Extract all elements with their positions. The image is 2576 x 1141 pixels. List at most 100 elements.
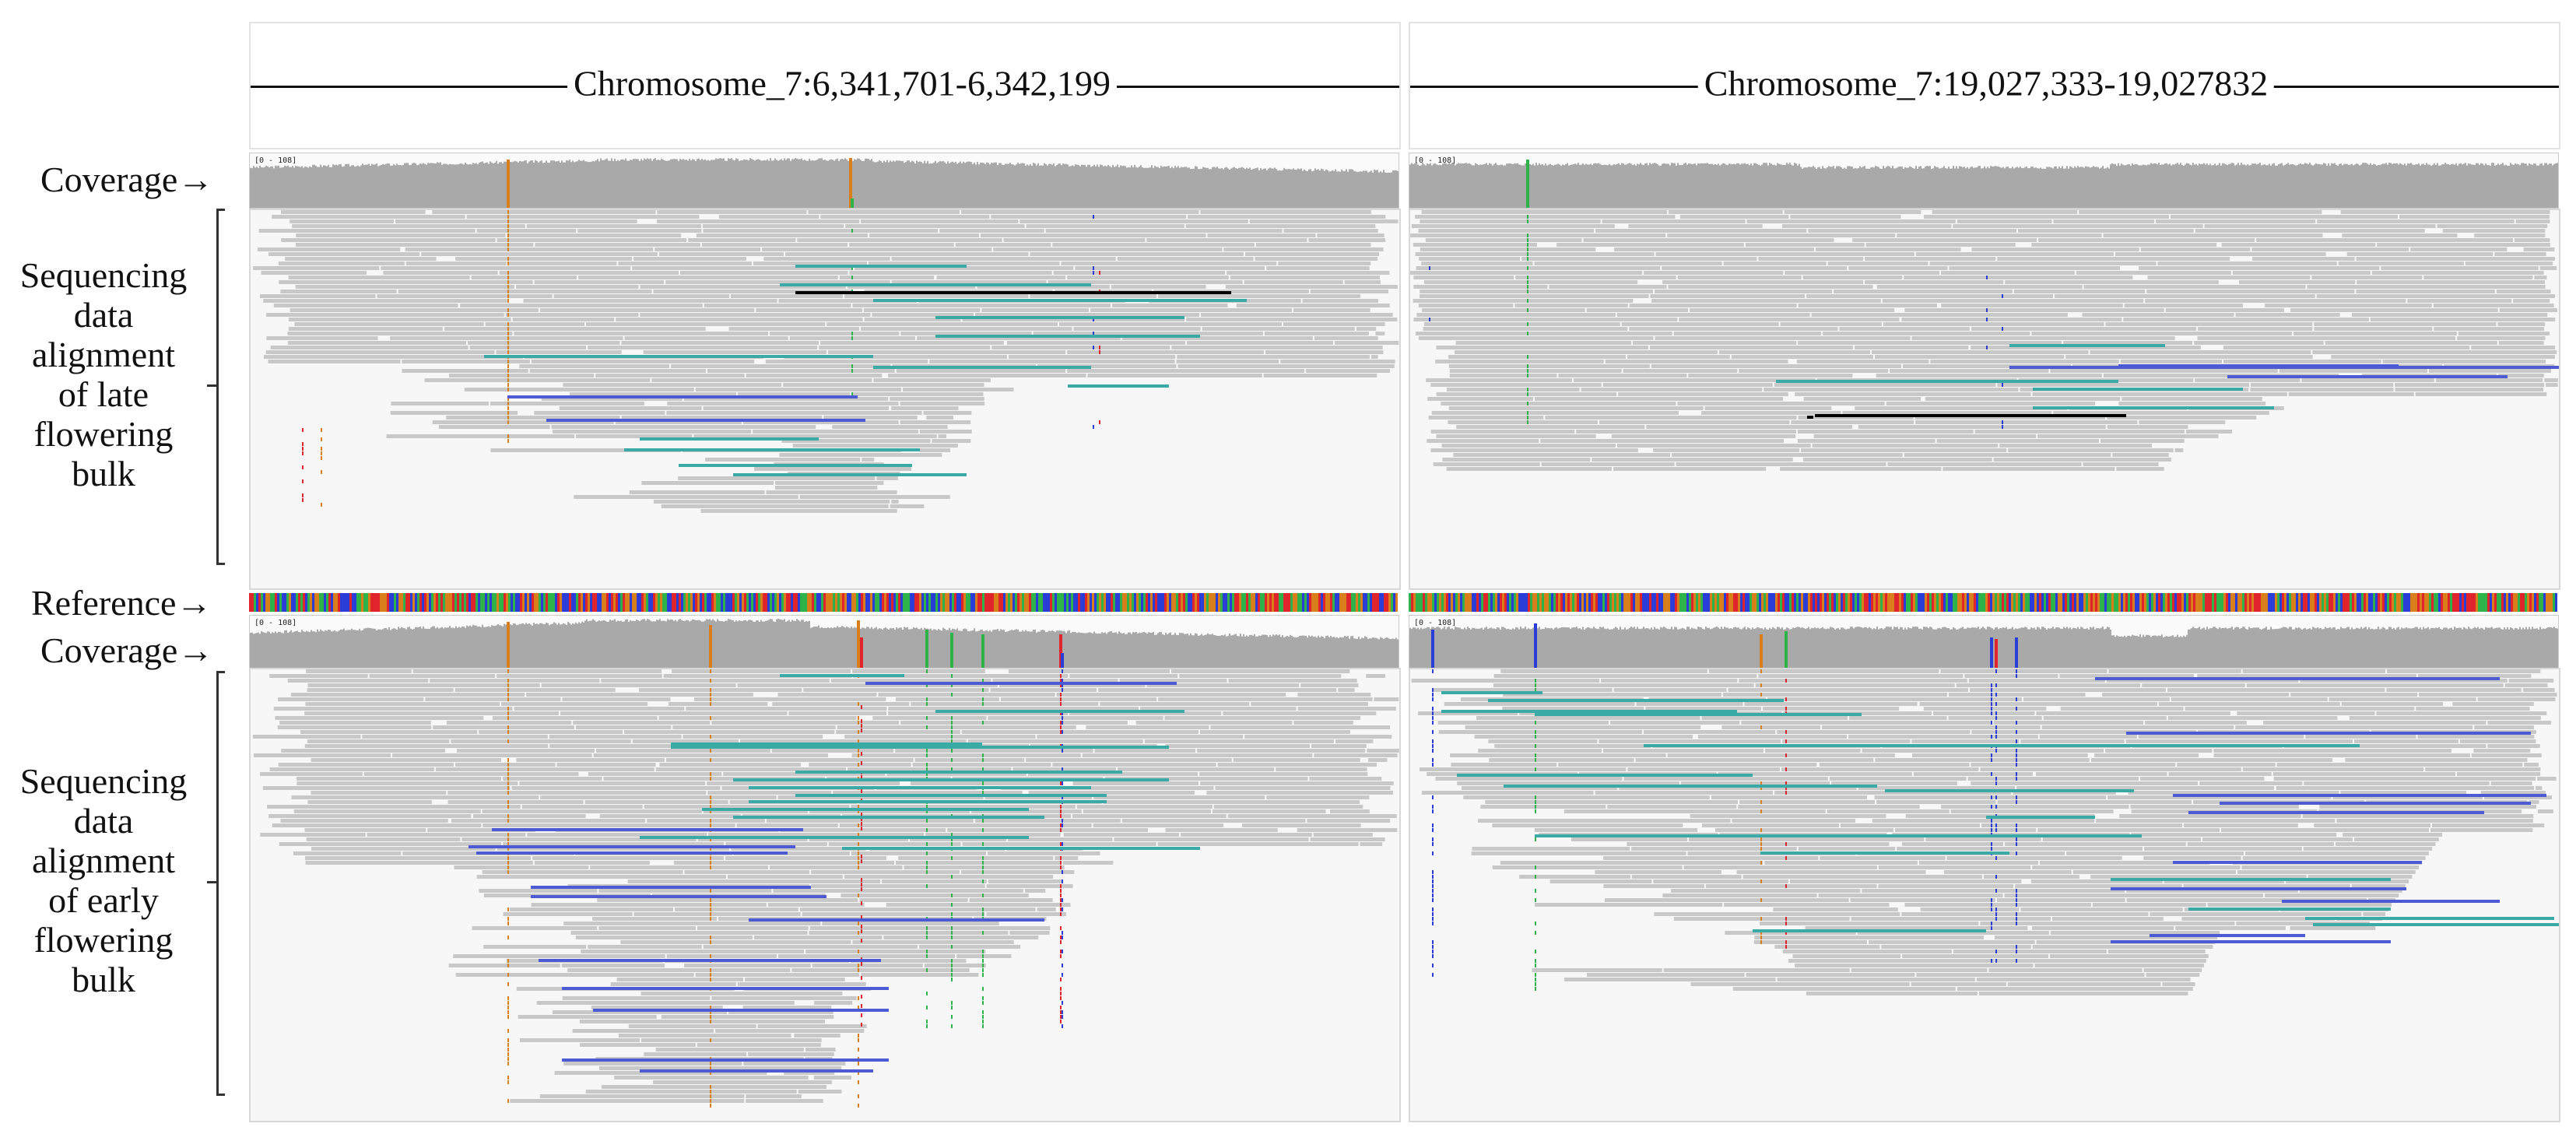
coverage-bar <box>1900 627 1901 669</box>
reference-base <box>2448 593 2450 612</box>
read <box>273 304 458 307</box>
reference-base <box>1626 593 1628 612</box>
read <box>1418 336 1654 340</box>
coverage-bar <box>645 159 647 208</box>
reference-base <box>861 593 863 612</box>
reference-base <box>961 593 963 612</box>
coverage-bar <box>2195 163 2197 208</box>
coverage-bar <box>511 625 513 669</box>
read <box>1006 341 1185 345</box>
coverage-bar <box>533 162 535 208</box>
read <box>1185 224 1376 228</box>
reference-base <box>2445 593 2448 612</box>
reference-base <box>1728 593 1731 612</box>
coverage-bar <box>1120 165 1121 208</box>
coverage-bar <box>446 627 447 669</box>
coverage-bar <box>2443 164 2444 208</box>
mismatch-base <box>302 447 304 451</box>
reference-base <box>347 593 349 612</box>
read <box>2107 425 2188 429</box>
reference-base <box>1288 593 1290 612</box>
read <box>311 758 501 762</box>
coverage-bar <box>1746 629 1747 669</box>
coverage-bar <box>695 620 697 669</box>
coverage-bar <box>2138 165 2139 208</box>
read <box>665 280 890 284</box>
reference-base <box>1810 593 1813 612</box>
reference-base <box>1227 593 1230 612</box>
reference-base <box>2069 593 2072 612</box>
coverage-bar <box>1964 167 1965 208</box>
reference-base <box>1052 593 1055 612</box>
read <box>929 360 1175 363</box>
coverage-bar <box>1928 166 1929 208</box>
coverage-bar <box>1291 636 1293 669</box>
coverage-bar <box>1850 166 1851 208</box>
read <box>621 341 819 345</box>
coverage-bar <box>1234 634 1235 669</box>
reference-base <box>1764 593 1766 612</box>
coverage-bar <box>1719 165 1721 208</box>
coverage-bar <box>706 160 707 208</box>
coverage-bar <box>1802 168 1803 208</box>
coverage-bar <box>2427 164 2429 208</box>
coverage-bar <box>1532 627 1534 669</box>
read <box>497 238 687 242</box>
reference-base <box>893 593 896 612</box>
reference-base <box>2408 593 2410 612</box>
coverage-bar <box>1047 165 1048 208</box>
coverage-bar <box>2429 629 2430 669</box>
coverage-bar <box>402 165 404 208</box>
coverage-bar <box>966 162 967 208</box>
coverage-bar <box>1596 628 1598 669</box>
reference-base <box>1462 593 1465 612</box>
reference-base <box>2011 593 2013 612</box>
read <box>1228 679 1357 683</box>
read <box>746 374 883 377</box>
read <box>1314 753 1398 757</box>
read <box>694 697 886 701</box>
coverage-bar <box>2536 628 2538 669</box>
coverage-bar <box>2085 166 2086 208</box>
coverage-bar <box>1027 631 1028 669</box>
read <box>1283 322 1385 326</box>
coverage-bar <box>838 627 840 669</box>
coverage-bar <box>1139 167 1140 208</box>
coverage-bar <box>933 629 935 669</box>
coverage-bar <box>1592 164 1593 208</box>
coverage-bar <box>998 163 1000 208</box>
read <box>1200 210 1371 214</box>
coverage-bar <box>848 160 849 208</box>
reference-base <box>1423 593 1425 612</box>
reference-base <box>382 593 384 612</box>
reference-base <box>1831 593 1834 612</box>
coverage-bar <box>611 158 612 208</box>
coverage-bar <box>760 160 762 208</box>
coverage-bar <box>2203 627 2205 669</box>
read <box>1093 823 1223 827</box>
coverage-bar <box>1707 163 1708 208</box>
coverage-bar <box>1107 164 1109 208</box>
read <box>1302 299 1378 303</box>
read <box>447 800 584 804</box>
read <box>890 504 925 508</box>
coverage-bar <box>356 630 357 669</box>
coverage-bar <box>346 630 348 669</box>
coverage-bar <box>809 158 810 208</box>
coverage-bar <box>1571 164 1573 208</box>
coverage-bar <box>1262 169 1263 208</box>
coverage-bar <box>1142 167 1143 208</box>
coverage-bar <box>2222 163 2223 208</box>
read <box>1780 467 1942 471</box>
coverage-bar <box>1926 166 1928 208</box>
coverage-bar <box>2455 628 2457 669</box>
coverage-bar <box>1890 167 1892 208</box>
coverage-bar <box>1456 163 1458 208</box>
coverage-bar <box>1999 628 2001 669</box>
coverage-bar <box>1251 634 1252 669</box>
reference-base <box>560 593 562 612</box>
coverage-bar <box>2278 628 2279 669</box>
reference-base <box>1237 593 1239 612</box>
coverage-bar <box>1861 627 1862 669</box>
coverage-bar <box>2178 164 2180 208</box>
